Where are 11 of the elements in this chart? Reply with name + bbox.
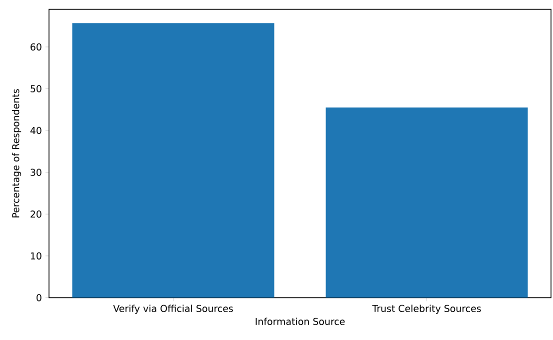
y-tick-label: 30	[30, 168, 42, 176]
x-tick-label: Trust Celebrity Sources	[372, 304, 481, 314]
y-tick-label: 60	[30, 43, 42, 51]
x-axis-title: Information Source	[256, 318, 345, 326]
x-tick-label: Verify via Official Sources	[113, 304, 233, 314]
y-tick-label: 10	[30, 252, 42, 260]
y-tick-label: 20	[30, 210, 42, 218]
y-tick-label: 40	[30, 126, 42, 134]
y-axis-title: Percentage of Respondents	[12, 89, 22, 218]
y-tick-label: 50	[30, 85, 42, 92]
y-tick-label: 0	[36, 294, 42, 302]
